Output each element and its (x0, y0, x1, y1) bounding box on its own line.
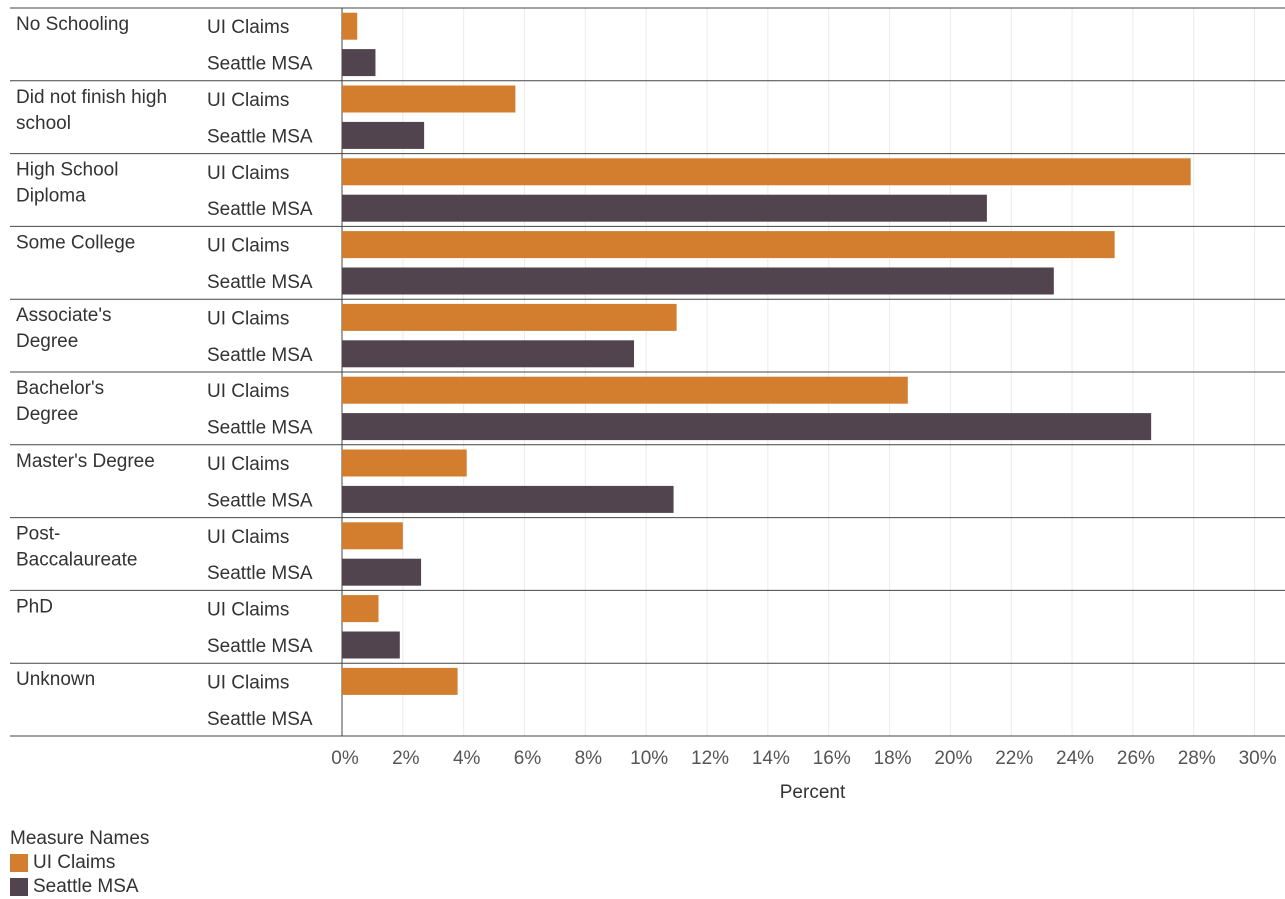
x-tick-label: 30% (1239, 748, 1277, 769)
category-label-post-baccalaureate-line-2: Baccalaureate (16, 550, 137, 571)
series-label-ui-claims: UI Claims (207, 381, 289, 402)
legend-title: Measure Names (10, 828, 150, 849)
bar-seattle-msa-post-baccalaureate (342, 558, 422, 586)
bar-ui-claims-associate-s-degree (342, 303, 677, 331)
legend-swatch-ui-claims (10, 854, 28, 872)
series-label-ui-claims: UI Claims (207, 236, 289, 257)
x-axis-title: Percent (780, 782, 846, 803)
series-label-ui-claims: UI Claims (207, 672, 289, 693)
category-label-did-not-finish-high-school-line-1: Did not finish high (16, 87, 167, 108)
category-label-high-school-diploma-line-1: High School (16, 160, 118, 181)
bar-chart: No Schooling UI Claims Seattle MSA Did not … (10, 7, 1285, 803)
bar-ui-claims-high-school-diploma (342, 158, 1191, 186)
series-label-seattle-msa: Seattle MSA (207, 563, 313, 584)
bar-seattle-msa-no-schooling (342, 49, 376, 77)
series-label-ui-claims: UI Claims (207, 527, 289, 548)
bar-seattle-msa-high-school-diploma (342, 194, 987, 222)
x-tick-label: 26% (1117, 748, 1155, 769)
category-label-phd: PhD (16, 596, 53, 617)
x-tick-label: 16% (813, 748, 851, 769)
bar-seattle-msa-bachelor-s-degree (342, 413, 1152, 441)
bar-ui-claims-bachelor-s-degree (342, 376, 908, 404)
series-label-ui-claims: UI Claims (207, 90, 289, 111)
series-label-seattle-msa: Seattle MSA (207, 272, 313, 293)
x-tick-label: 14% (752, 748, 790, 769)
x-tick-label: 28% (1178, 748, 1216, 769)
series-label-seattle-msa: Seattle MSA (207, 490, 313, 511)
series-label-seattle-msa: Seattle MSA (207, 418, 313, 439)
category-label-some-college: Some College (16, 232, 135, 253)
category-label-unknown: Unknown (16, 669, 95, 690)
chart-area: No Schooling UI Claims Seattle MSA Did not … (10, 7, 1285, 803)
bar-ui-claims-no-schooling (342, 12, 358, 40)
category-label-associate-s-degree-line-2: Degree (16, 331, 78, 352)
series-label-seattle-msa: Seattle MSA (207, 636, 313, 657)
series-label-ui-claims: UI Claims (207, 17, 289, 38)
bar-ui-claims-unknown (342, 667, 458, 695)
category-label-bachelor-s-degree-line-2: Degree (16, 404, 78, 425)
x-tick-label: 12% (691, 748, 729, 769)
bar-seattle-msa-master-s-degree (342, 485, 674, 513)
x-tick-label: 20% (934, 748, 972, 769)
x-tick-label: 18% (874, 748, 912, 769)
category-label-high-school-diploma-line-2: Diploma (16, 186, 86, 207)
bar-seattle-msa-associate-s-degree (342, 340, 635, 368)
x-tick-label: 22% (995, 748, 1033, 769)
x-tick-label: 0% (331, 748, 359, 769)
legend-label-ui-claims: UI Claims (33, 852, 116, 873)
series-label-ui-claims: UI Claims (207, 163, 289, 184)
series-label-seattle-msa: Seattle MSA (207, 126, 313, 147)
bar-seattle-msa-did-not-finish-high-school (342, 121, 425, 149)
bar-seattle-msa-phd (342, 631, 400, 659)
category-label-did-not-finish-high-school-line-2: school (16, 113, 71, 134)
category-label-no-schooling: No Schooling (16, 14, 129, 35)
series-label-seattle-msa: Seattle MSA (207, 345, 313, 366)
x-tick-label: 6% (514, 748, 542, 769)
legend-label-seattle-msa: Seattle MSA (33, 876, 139, 897)
bar-ui-claims-some-college (342, 231, 1115, 259)
legend-item-seattle-msa: Seattle MSA (10, 875, 149, 899)
category-label-associate-s-degree-line-1: Associate's (16, 305, 112, 326)
x-tick-label: 2% (392, 748, 420, 769)
x-tick-label: 4% (453, 748, 481, 769)
bar-seattle-msa-some-college (342, 267, 1054, 295)
series-label-seattle-msa: Seattle MSA (207, 54, 313, 75)
category-label-bachelor-s-degree-line-1: Bachelor's (16, 378, 104, 399)
series-label-ui-claims: UI Claims (207, 308, 289, 329)
x-tick-label: 8% (575, 748, 603, 769)
bar-ui-claims-master-s-degree (342, 449, 467, 477)
legend-swatch-seattle-msa (10, 878, 28, 896)
legend-item-ui-claims: UI Claims (10, 851, 149, 875)
bar-ui-claims-phd (342, 595, 379, 623)
bar-ui-claims-did-not-finish-high-school (342, 85, 516, 113)
bar-ui-claims-post-baccalaureate (342, 522, 403, 550)
category-label-master-s-degree: Master's Degree (16, 451, 155, 472)
x-tick-label: 24% (1056, 748, 1094, 769)
legend: Measure Names UI Claims Seattle MSA (10, 828, 149, 899)
series-label-seattle-msa: Seattle MSA (207, 199, 313, 220)
x-tick-label: 10% (630, 748, 668, 769)
series-label-seattle-msa: Seattle MSA (207, 709, 313, 730)
series-label-ui-claims: UI Claims (207, 454, 289, 475)
category-label-post-baccalaureate-line-1: Post- (16, 524, 60, 545)
series-label-ui-claims: UI Claims (207, 600, 289, 621)
